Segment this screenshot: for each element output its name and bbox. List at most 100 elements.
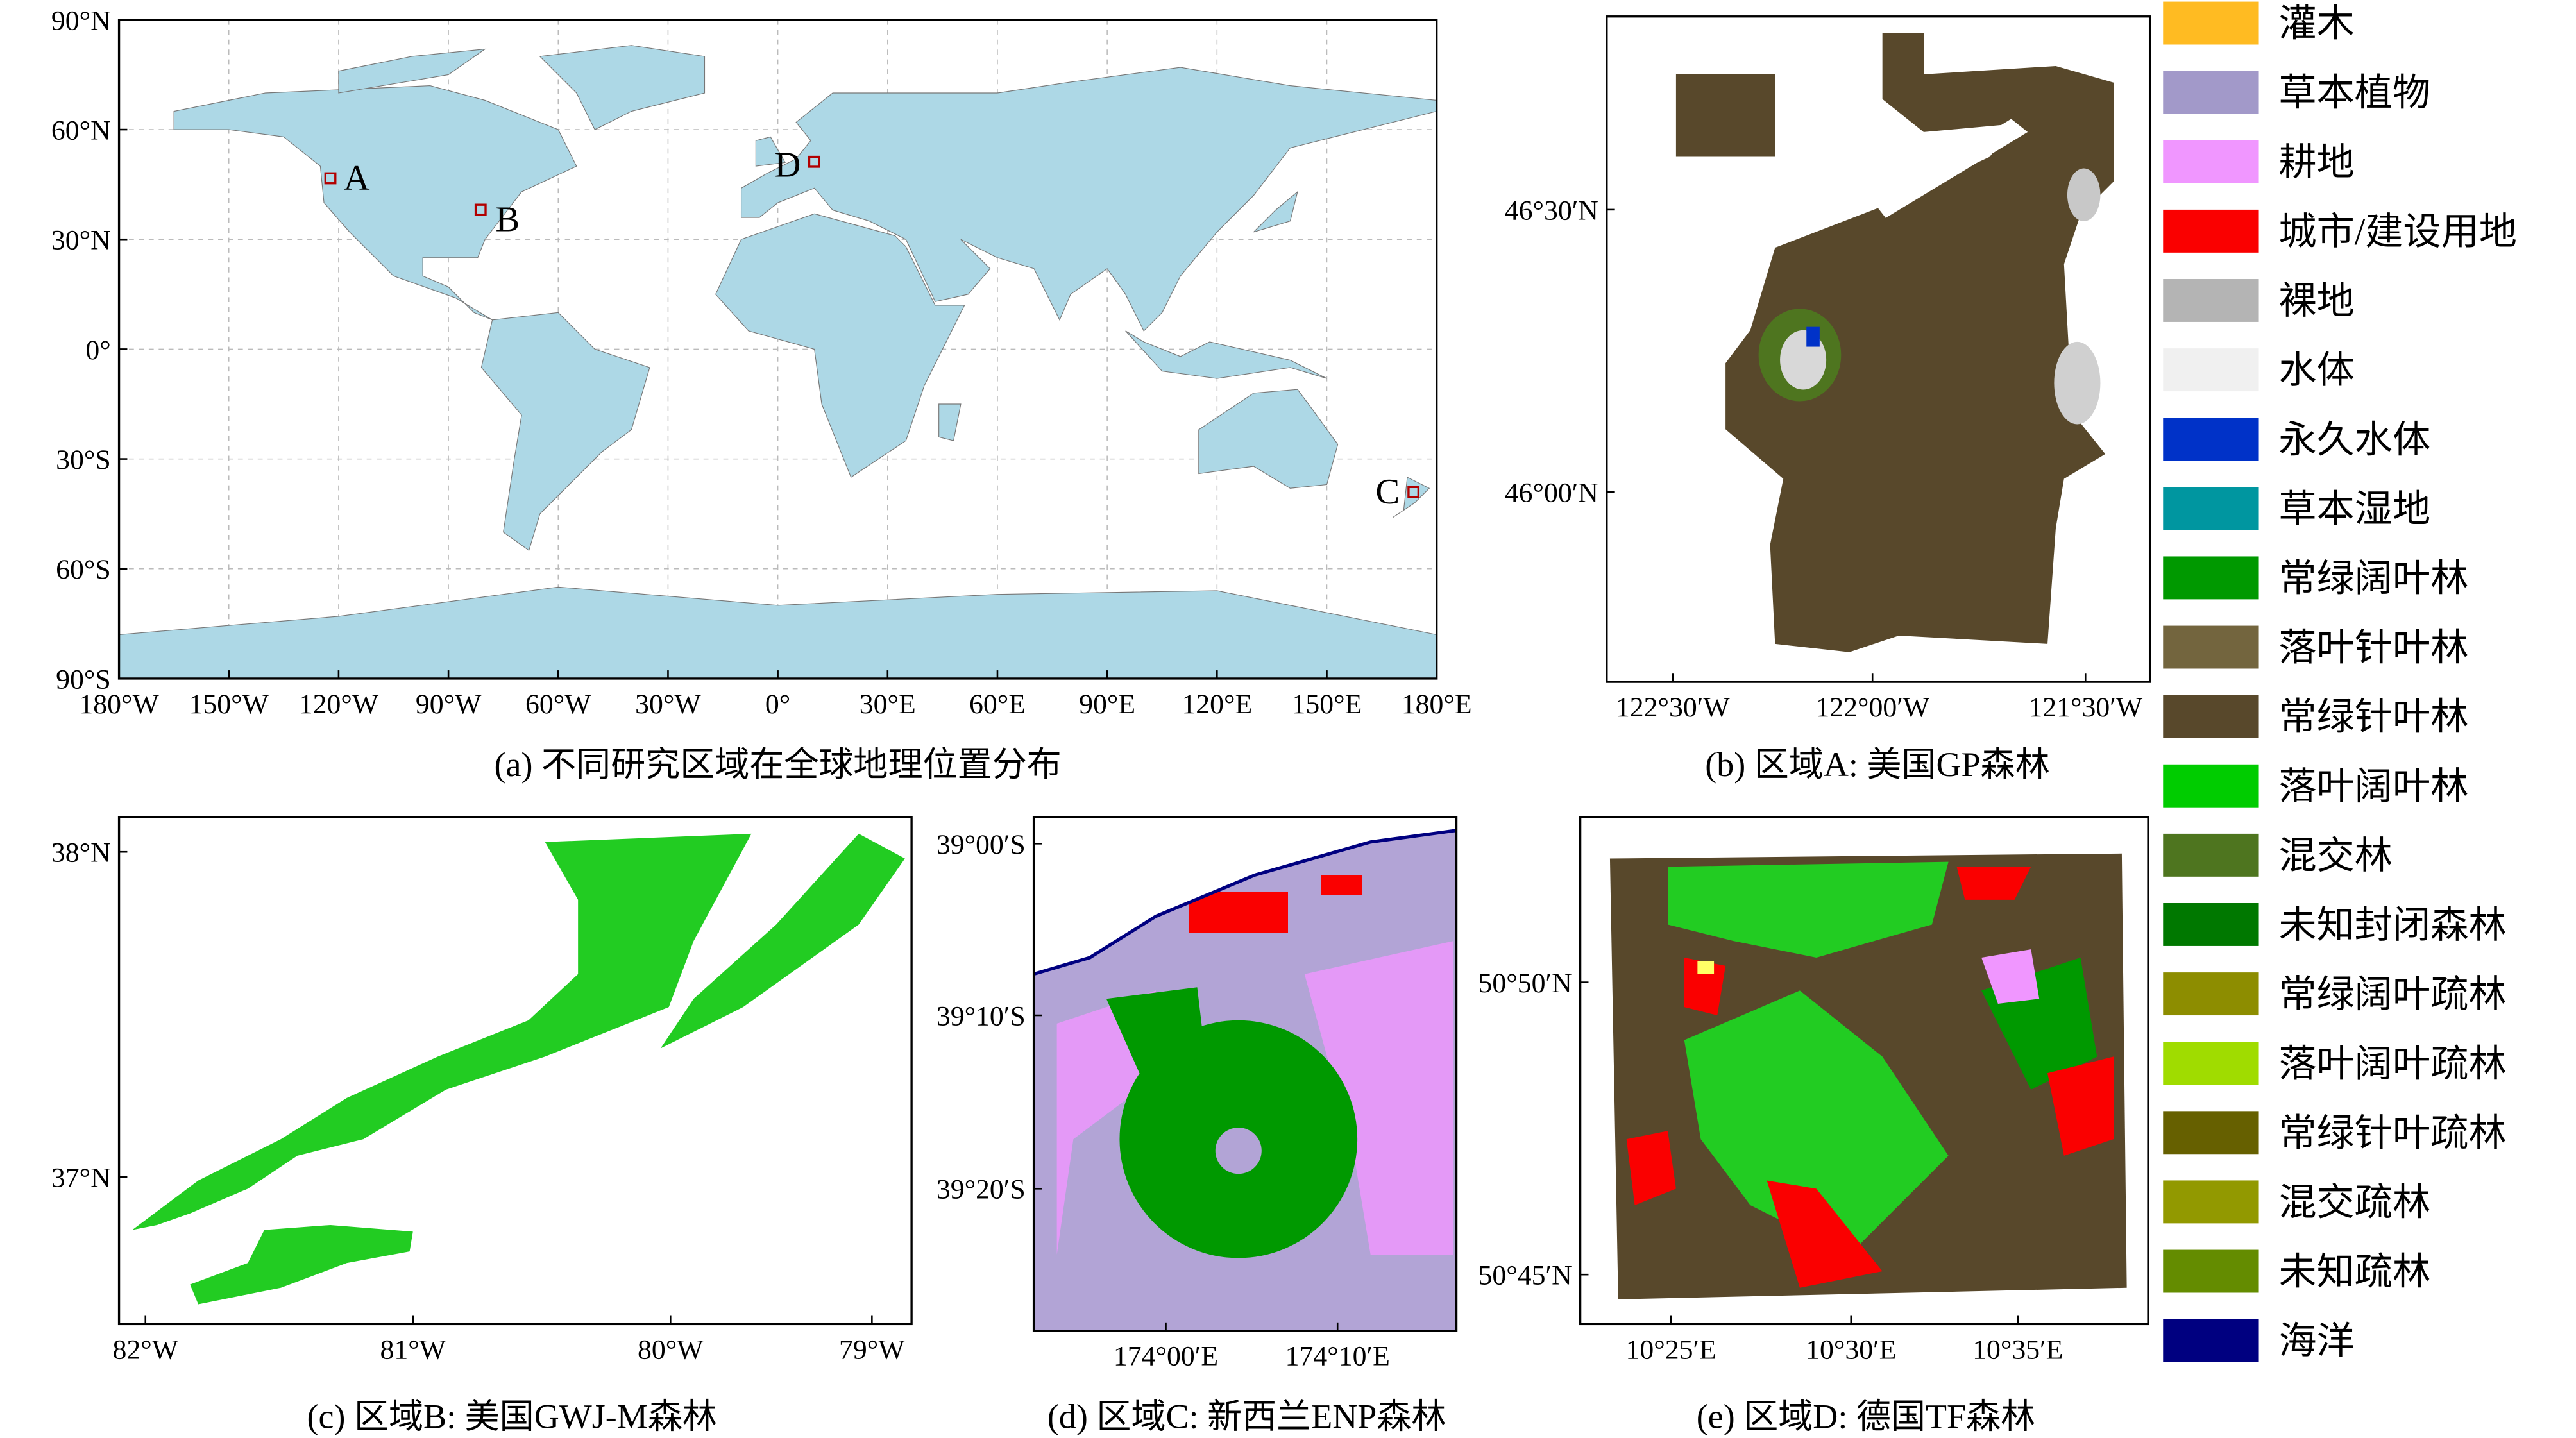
legend-swatch [2163, 1319, 2259, 1362]
y-tick-label: 37°N [51, 1163, 111, 1194]
legend-label: 耕地 [2278, 141, 2354, 183]
y-tick-label: 90°S [56, 664, 111, 695]
x-tick-label: 10°25′E [1626, 1334, 1716, 1365]
frame [1032, 816, 1458, 1332]
caption: (c) 区域B: 美国GWJ-M森林 [307, 1398, 716, 1436]
x-tick-label: 174°00′E [1114, 1341, 1218, 1372]
y-tick-label: 90°N [51, 5, 111, 36]
y-tick-label: 38°N [51, 838, 111, 868]
caption: (e) 区域D: 德国TF森林 [1697, 1398, 2035, 1436]
region-a-map [1675, 33, 2114, 652]
frame [117, 816, 913, 1326]
x-tick-label: 81°W [380, 1334, 446, 1365]
legend-label: 常绿针叶疏林 [2278, 1112, 2506, 1154]
legend-swatch [2163, 279, 2259, 322]
legend-label: 未知疏林 [2278, 1251, 2430, 1293]
y-tick-label: 39°20′S [936, 1174, 1026, 1205]
legend-swatch [2163, 140, 2259, 183]
y-tick-label: 39°10′S [936, 1001, 1026, 1031]
x-tick-label: 122°30′W [1616, 692, 1730, 723]
legend-label: 落叶阔叶疏林 [2278, 1042, 2506, 1085]
legend-label: 海洋 [2278, 1320, 2354, 1362]
y-tick-label: 50°50′N [1479, 968, 1572, 999]
legend-swatch [2163, 625, 2259, 669]
legend-swatch [2163, 487, 2259, 530]
x-tick-label: 180°W [79, 689, 159, 720]
y-tick-label: 46°30′N [1505, 195, 1598, 226]
legend-label: 混交林 [2278, 834, 2393, 877]
legend-swatch [2163, 1042, 2259, 1085]
caption: (d) 区域C: 新西兰ENP森林 [1047, 1398, 1446, 1436]
x-tick-label: 10°35′E [1972, 1334, 2063, 1365]
legend-label: 灌木 [2278, 3, 2354, 45]
region-b-map [132, 833, 905, 1305]
site-label: C [1375, 472, 1400, 512]
y-tick-label: 30°N [51, 225, 111, 256]
world-map [119, 19, 1437, 679]
x-tick-label: 122°00′W [1815, 692, 1929, 723]
x-tick-label: 30°W [635, 689, 701, 720]
legend-label: 草本湿地 [2278, 487, 2430, 530]
site-label: B [495, 199, 520, 239]
legend-label: 水体 [2278, 349, 2354, 391]
legend-label: 落叶阔叶林 [2278, 765, 2468, 808]
y-tick-label: 60°S [56, 554, 111, 585]
y-tick-label: 39°00′S [936, 829, 1026, 860]
legend-swatch [2163, 903, 2259, 946]
x-tick-label: 120°E [1182, 689, 1252, 720]
legend-swatch [2163, 1, 2259, 45]
region-d-map [1609, 853, 2127, 1299]
legend-swatch [2163, 71, 2259, 114]
x-tick-label: 10°30′E [1806, 1334, 1896, 1365]
legend-label: 混交疏林 [2278, 1181, 2430, 1224]
x-tick-label: 90°W [416, 689, 482, 720]
caption: (a) 不同研究区域在全球地理位置分布 [495, 745, 1062, 784]
x-tick-label: 80°W [638, 1334, 704, 1365]
y-tick-label: 60°N [51, 115, 111, 146]
caption: (b) 区域A: 美国GP森林 [1705, 745, 2049, 784]
site-label: A [344, 158, 370, 198]
legend-swatch [2163, 1249, 2259, 1293]
y-tick-label: 30°S [56, 444, 111, 475]
y-tick-label: 50°45′N [1479, 1260, 1572, 1291]
x-tick-label: 150°E [1292, 689, 1362, 720]
x-tick-label: 79°W [839, 1334, 905, 1365]
x-tick-label: 0° [765, 689, 790, 720]
legend-swatch [2163, 1111, 2259, 1155]
legend-swatch [2163, 209, 2259, 253]
x-tick-label: 60°W [525, 689, 591, 720]
legend-label: 永久水体 [2278, 418, 2430, 461]
legend-label: 常绿针叶林 [2278, 696, 2468, 738]
y-tick-label: 0° [85, 335, 110, 366]
legend-swatch [2163, 556, 2259, 600]
legend-swatch [2163, 1180, 2259, 1224]
region-c-map [1033, 817, 1457, 1331]
x-tick-label: 90°E [1079, 689, 1135, 720]
x-tick-label: 121°30′W [2028, 692, 2142, 723]
x-tick-label: 180°E [1402, 689, 1472, 720]
legend-label: 草本植物 [2278, 72, 2430, 114]
legend-swatch [2163, 695, 2259, 738]
legend-swatch [2163, 764, 2259, 808]
legend-label: 常绿阔叶林 [2278, 557, 2468, 600]
legend-label: 未知封闭森林 [2278, 904, 2506, 946]
legend-label: 裸地 [2278, 280, 2354, 322]
x-tick-label: 120°W [299, 689, 379, 720]
frame [1606, 15, 2151, 683]
x-tick-label: 150°W [189, 689, 269, 720]
x-tick-label: 60°E [969, 689, 1026, 720]
x-tick-label: 82°W [112, 1334, 178, 1365]
legend-label: 城市/建设用地 [2278, 210, 2517, 253]
frame [1579, 816, 2149, 1326]
legend-swatch [2163, 418, 2259, 461]
x-tick-label: 174°10′E [1285, 1341, 1390, 1372]
legend-swatch [2163, 833, 2259, 877]
legend-label: 落叶针叶林 [2278, 627, 2468, 669]
site-label: D [774, 145, 801, 185]
legend-swatch [2163, 972, 2259, 1016]
x-tick-label: 30°E [860, 689, 916, 720]
legend-label: 常绿阔叶疏林 [2278, 973, 2506, 1015]
legend-swatch [2163, 348, 2259, 392]
y-tick-label: 46°00′N [1505, 478, 1598, 509]
